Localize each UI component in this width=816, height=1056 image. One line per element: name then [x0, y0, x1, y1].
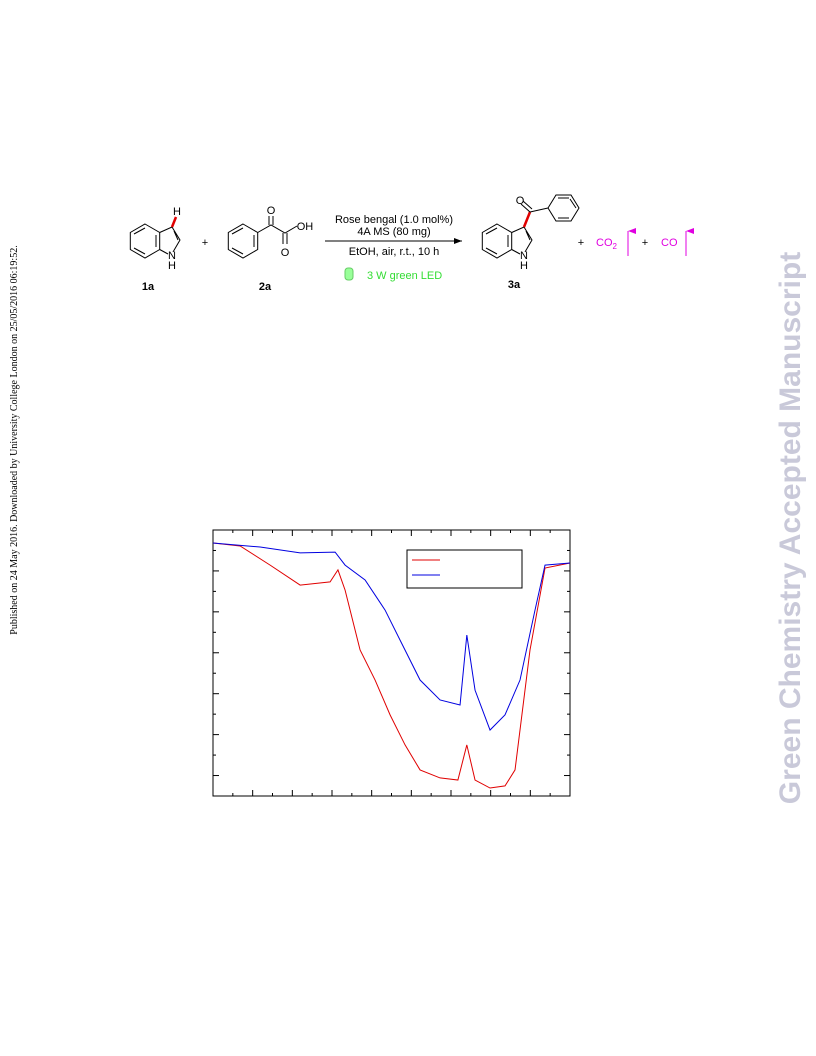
series-line [212, 542, 571, 789]
sidebar: Published on 24 May 2016. Downloaded by … [9, 245, 20, 634]
co2-sub: 2 [613, 242, 618, 251]
atom: H [173, 206, 181, 218]
co2-text: CO [596, 237, 613, 249]
atom: O [281, 247, 290, 259]
compound-label: 3a [508, 279, 521, 291]
condition: Rose bengal (1.0 mol%) [335, 214, 453, 226]
condition: EtOH, air, r.t., 10 h [349, 246, 439, 258]
atom: O [267, 205, 276, 217]
plot [212, 529, 571, 797]
atom: N [520, 250, 528, 262]
compound-label: 2a [259, 281, 272, 293]
reaction-scheme: H N H 1a + O OH O 2a Rose bengal (1.0 mo… [129, 194, 694, 293]
co: CO [661, 237, 678, 249]
plus: + [642, 237, 648, 249]
condition: 4A MS (80 mg) [357, 226, 430, 238]
led-icon [344, 267, 354, 281]
co2: CO2 [596, 237, 618, 251]
atom: H [520, 260, 528, 272]
watermark: Green Chemistry Accepted Manuscript [774, 252, 807, 804]
plus: + [578, 237, 584, 249]
light: 3 W green LED [367, 270, 442, 282]
compound-label: 1a [142, 281, 155, 293]
legend [406, 549, 523, 589]
series-line [212, 542, 571, 731]
plus: + [202, 237, 208, 249]
atom: O [516, 195, 525, 207]
atom: H [168, 260, 176, 272]
atom: N [168, 250, 176, 262]
atom: OH [297, 221, 314, 233]
